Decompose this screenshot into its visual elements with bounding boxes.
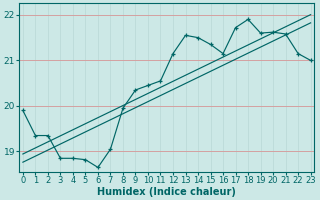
X-axis label: Humidex (Indice chaleur): Humidex (Indice chaleur): [97, 187, 236, 197]
